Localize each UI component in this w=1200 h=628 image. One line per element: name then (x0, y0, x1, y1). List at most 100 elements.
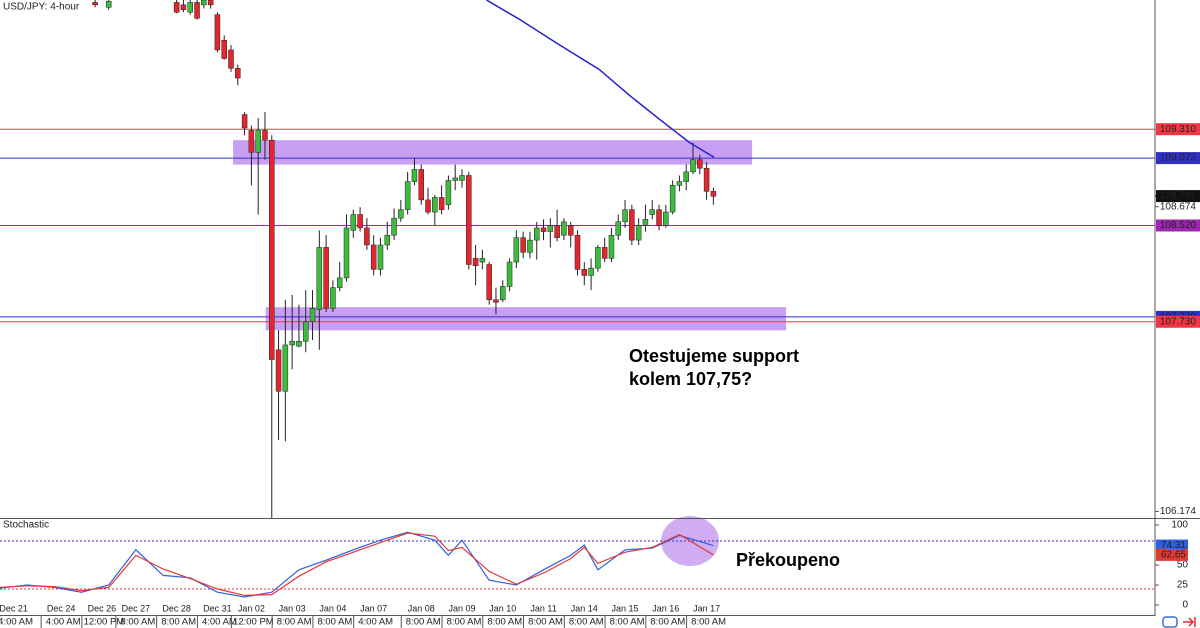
candle-body (493, 299, 499, 303)
candle-body (615, 221, 622, 236)
x-tick-label: Jan 11 (530, 603, 556, 613)
candle-body (350, 214, 357, 231)
y-tick-label: 106.174 (1160, 506, 1197, 517)
x-tick-sublabel: 8:00 AM (161, 617, 196, 628)
candle-body (663, 211, 669, 226)
x-tick-sublabel: 8:00 AM (691, 617, 726, 628)
candle-body (466, 175, 472, 265)
candle-body (601, 247, 608, 259)
candle-body (384, 234, 391, 246)
candle-body (228, 49, 234, 69)
candle-body (255, 130, 261, 153)
candle-body (302, 321, 309, 342)
x-tick-sublabel: 4:00 AM (358, 617, 393, 628)
candle-body (214, 14, 221, 51)
candle-body (649, 209, 655, 215)
x-tick-sublabel: 4:00 AM (0, 617, 33, 628)
price-label: 107.730 (1160, 316, 1197, 327)
candle-body (669, 185, 676, 213)
x-tick-sublabel: 8:00 AM (610, 617, 645, 628)
candle-body (105, 0, 112, 8)
price-label-bg (1156, 219, 1200, 232)
value-label: 74.31 (1161, 540, 1186, 551)
price-label: 109.073 (1160, 153, 1197, 164)
candle-body (513, 237, 520, 263)
candle-body (241, 114, 248, 129)
x-tick-label: Jan 03 (279, 603, 306, 613)
candle-body (398, 209, 404, 219)
candle-body (574, 234, 581, 270)
x-tick-sublabel: 8:00 AM (277, 617, 312, 628)
x-tick-label: Dec 28 (162, 603, 191, 613)
x-tick-sublabel: 4:00 AM (46, 617, 81, 628)
link-icon[interactable] (1162, 616, 1178, 628)
x-tick-label: Dec 27 (122, 603, 151, 613)
candle-body (425, 199, 431, 213)
candle-body (207, 0, 214, 6)
x-tick-sublabel: 8:00 AM (487, 617, 522, 628)
price-label: 109.310 (1160, 124, 1197, 135)
price-label-bg (1156, 315, 1200, 328)
annotation: Otestujeme support (629, 346, 799, 366)
x-tick-sublabel: 12:00 PM (84, 617, 125, 628)
candle-body (343, 227, 350, 279)
x-tick-label: Jan 08 (408, 603, 435, 613)
candle-body (635, 225, 642, 241)
candle-body (608, 234, 615, 259)
y-tick-label: 25 (1177, 580, 1189, 591)
x-tick-label: Jan 14 (571, 603, 598, 613)
candle-body (642, 219, 649, 226)
candle-body (472, 258, 479, 266)
x-tick-label: Jan 15 (612, 603, 639, 613)
x-tick-sublabel: 8:00 AM (317, 617, 352, 628)
candle-body (404, 181, 411, 210)
annotation: Překoupeno (736, 550, 840, 570)
subtitle-bg (0, 519, 42, 531)
candle-body (336, 277, 343, 288)
price-label-bg (1156, 190, 1200, 203)
candle-body (561, 221, 567, 236)
x-tick-sublabel: 8:00 AM (406, 617, 441, 628)
title-bg (0, 0, 90, 13)
price-label: 108.761 (1160, 191, 1197, 202)
candle-body (520, 237, 526, 253)
candle-body (201, 0, 207, 6)
x-tick-sublabel: 4:00 AM (202, 617, 237, 628)
candle-body (676, 181, 683, 186)
zone (265, 307, 787, 331)
x-tick-sublabel: 8:00 AM (569, 617, 604, 628)
candle-body (411, 169, 418, 182)
candle-body (309, 308, 316, 323)
candle-body (547, 225, 554, 232)
goto-icon[interactable] (1183, 617, 1196, 627)
price-label-bg (1156, 123, 1200, 136)
candle-body (187, 2, 193, 13)
candle-body (500, 286, 506, 301)
candle-body (194, 2, 200, 19)
value-label: 62.65 (1161, 550, 1186, 561)
candle-body (683, 171, 689, 182)
x-tick-sublabel: 8:00 AM (650, 617, 685, 628)
toolbar-icons (1162, 616, 1196, 628)
candle-body (357, 214, 363, 229)
x-tick-label: Jan 02 (238, 603, 265, 613)
candle-body (432, 197, 438, 213)
candle-body (180, 4, 187, 11)
candle-body (445, 180, 452, 206)
price-label: 108.520 (1160, 220, 1197, 231)
y-tick-label: 100 (1171, 520, 1188, 531)
y-tick-label: 0 (1182, 600, 1188, 611)
value-label-bg (1156, 548, 1188, 561)
candle-body (656, 209, 662, 226)
candle-body (554, 225, 560, 238)
candle-body (581, 269, 588, 276)
candle-body (452, 177, 458, 181)
candle-body (282, 344, 289, 392)
x-tick-sublabel: 12:00 PM (233, 617, 274, 628)
x-tick-label: Dec 24 (47, 603, 76, 613)
candle-body (92, 2, 98, 6)
x-tick-label: Jan 10 (489, 603, 516, 613)
candle-body (459, 175, 465, 181)
candle-body (370, 244, 377, 270)
